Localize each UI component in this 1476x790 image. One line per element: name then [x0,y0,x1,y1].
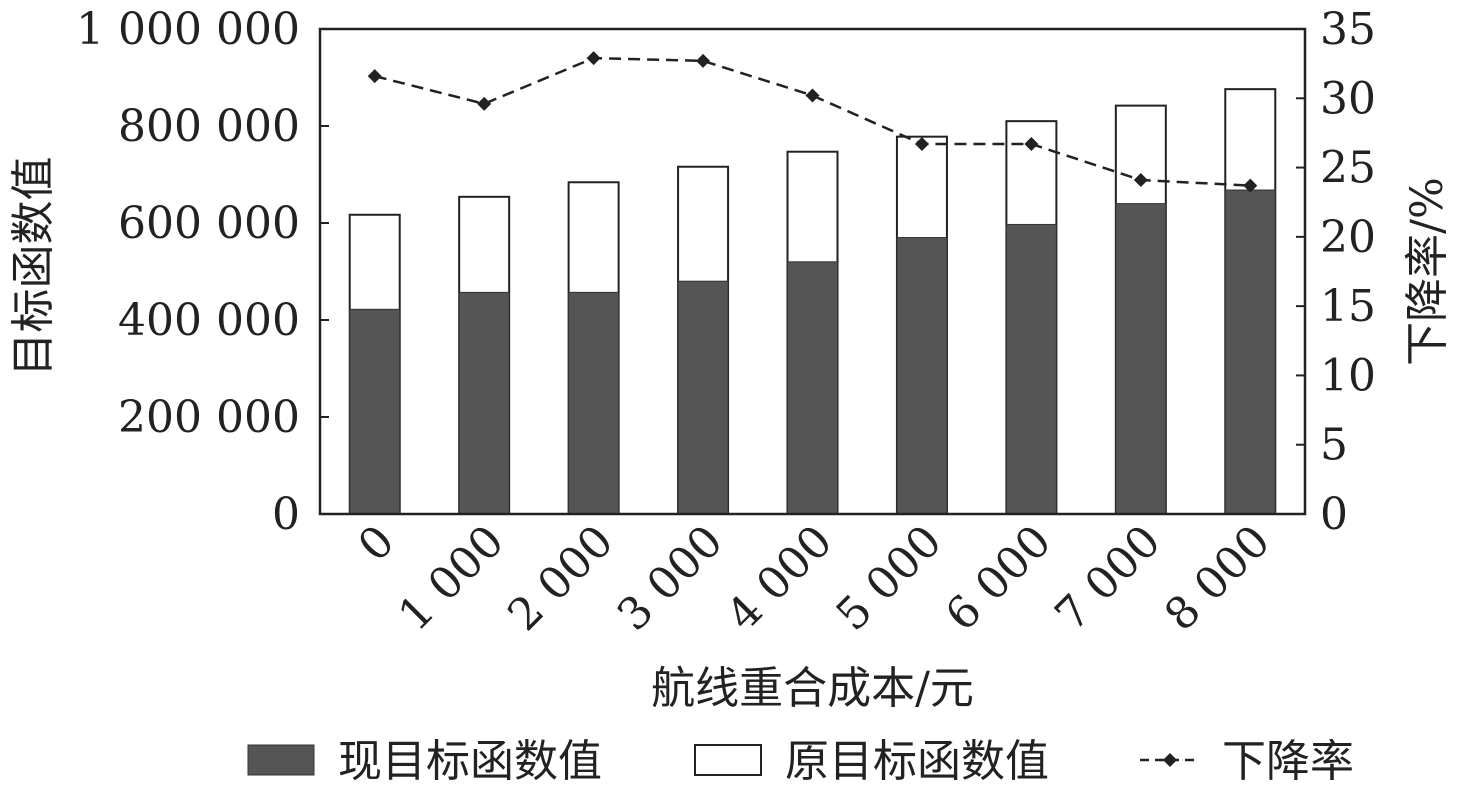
bar-current-0 [349,308,401,515]
x-tick-label-0: 0 [349,516,405,572]
bars-layer [348,88,1277,516]
x-tick-label-3: 3 000 [608,516,733,641]
bar-current-5 [896,237,948,515]
bar-current-6 [1005,223,1057,515]
legend-label-current: 现目标函数值 [338,736,602,787]
legend-swatch-current [247,744,315,776]
legend-label-rate: 下降率 [1222,736,1354,787]
x-tick-label-4: 4 000 [717,516,842,641]
rate-point-4 [805,88,820,103]
bar-current-3 [677,280,729,515]
x-tick-label-8: 8 000 [1155,516,1280,641]
y-left-tick-label-4: 800 000 [118,101,300,152]
legend: 现目标函数值 原目标函数值 下降率 [247,736,1354,787]
rate-point-7 [1133,173,1148,188]
y-left-tick-label-1: 200 000 [118,392,300,443]
y-left-tick-label-2: 400 000 [118,295,300,346]
x-axis-title: 航线重合成本/元 [651,663,974,714]
y-right-tick-label-6: 30 [1320,73,1376,124]
rate-point-1 [477,96,492,111]
y-right-tick-label-5: 25 [1320,143,1376,194]
y-right-axis-title: 下降率/% [1402,177,1453,366]
y-right-tick-label-0: 0 [1320,489,1348,540]
rate-point-6 [1024,137,1039,152]
y-right-tick-label-4: 20 [1320,212,1376,263]
bar-current-7 [1115,203,1167,515]
x-tick-label-5: 5 000 [827,516,952,641]
bar-current-8 [1224,189,1276,515]
y-right-tick-label-3: 15 [1320,281,1376,332]
axes-layer [318,27,1307,516]
plot-frame [318,27,1307,516]
rate-point-2 [586,51,601,66]
legend-swatch-rate-marker [1163,753,1177,767]
rate-line [374,56,1251,187]
x-tick-label-6: 6 000 [936,516,1061,641]
rate-line-layer [367,51,1258,193]
legend-label-original: 原目标函数值 [785,736,1049,787]
y-right-tick-label-1: 5 [1320,420,1348,471]
y-left-tick-label-5: 1 000 000 [76,4,300,55]
rate-point-8 [1243,178,1258,193]
y-left-axis-title: 目标函数值 [8,157,59,377]
bar-current-2 [568,291,620,515]
rate-point-0 [367,69,382,84]
rate-point-5 [914,137,929,152]
y-left-tick-label-3: 600 000 [118,198,300,249]
y-right-tick-label-7: 35 [1320,4,1376,55]
bar-current-4 [787,261,838,515]
x-tick-label-7: 7 000 [1045,516,1170,641]
legend-swatch-original [694,744,762,776]
bar-current-1 [458,291,510,515]
y-left-tick-label-0: 0 [272,489,300,540]
x-tick-label-2: 2 000 [498,516,623,641]
x-tick-label-1: 1 000 [389,516,514,641]
y-right-tick-label-2: 10 [1320,350,1376,401]
rate-point-3 [696,53,711,68]
